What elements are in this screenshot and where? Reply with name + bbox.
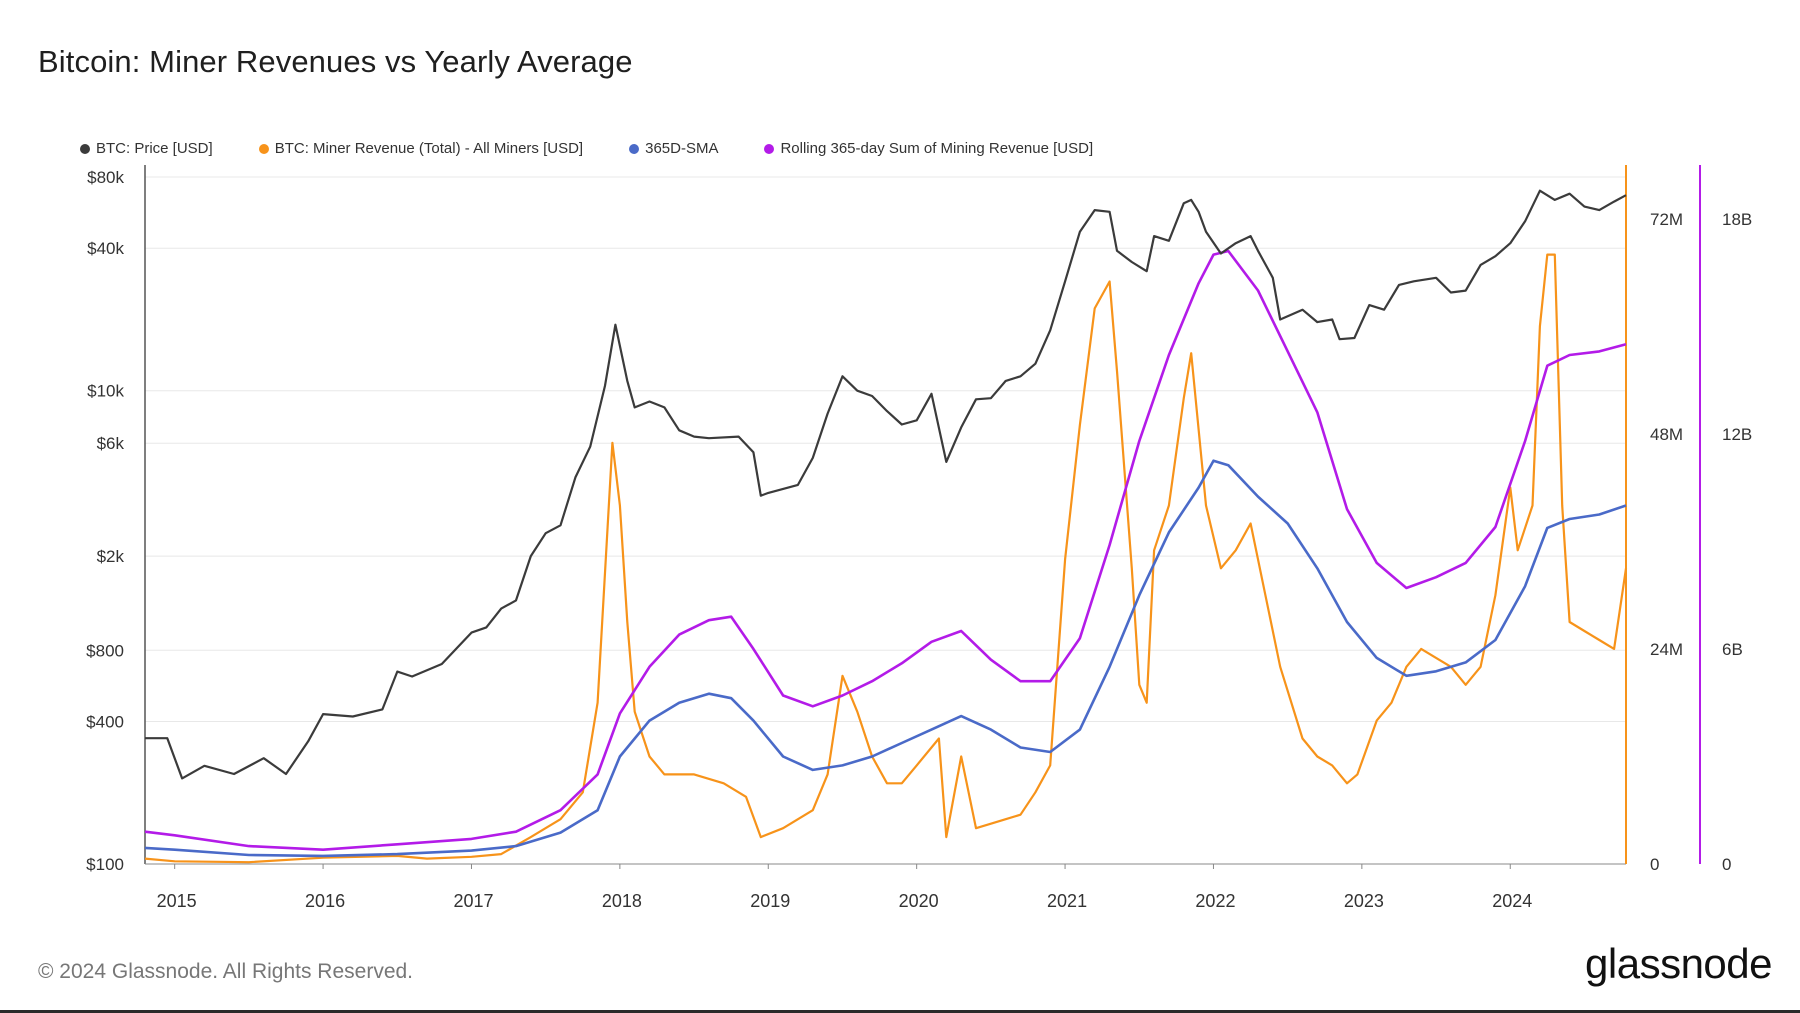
chart-title: Bitcoin: Miner Revenues vs Yearly Averag… — [38, 44, 633, 79]
brand-logo: glassnode — [1585, 940, 1772, 987]
x-tick-label: 2018 — [602, 891, 642, 911]
y-right2-tick-label: 12B — [1722, 425, 1752, 444]
y-left-tick-label: $40k — [87, 239, 124, 258]
y-right1-tick-label: 24M — [1650, 640, 1683, 659]
x-tick-label: 2021 — [1047, 891, 1087, 911]
x-tick-label: 2015 — [157, 891, 197, 911]
legend-label-revenue: BTC: Miner Revenue (Total) - All Miners … — [274, 140, 584, 157]
legend-label-rolling: Rolling 365-day Sum of Mining Revenue [U… — [780, 140, 1094, 157]
x-tick-label: 2024 — [1492, 891, 1532, 911]
y-left-tick-label: $400 — [86, 713, 124, 732]
y-right2-tick-label: 6B — [1722, 640, 1743, 659]
chart-legend: BTC: Price [USD] BTC: Miner Revenue (Tot… — [80, 140, 1093, 157]
y-right2-tick-label: 18B — [1722, 210, 1752, 229]
x-tick-label: 2023 — [1344, 891, 1384, 911]
copyright-footer: © 2024 Glassnode. All Rights Reserved. — [38, 960, 414, 983]
legend-dot-rolling — [764, 143, 775, 154]
y-left-tick-label: $100 — [86, 855, 124, 874]
y-left-tick-label: $2k — [97, 547, 125, 566]
legend-item-sma[interactable]: 365D-SMA — [629, 140, 718, 157]
legend-item-revenue[interactable]: BTC: Miner Revenue (Total) - All Miners … — [258, 140, 584, 157]
legend-dot-sma — [629, 143, 640, 154]
legend-label-sma: 365D-SMA — [645, 140, 719, 157]
y-right1-tick-label: 48M — [1650, 425, 1683, 444]
legend-item-rolling[interactable]: Rolling 365-day Sum of Mining Revenue [U… — [764, 140, 1093, 157]
sma-line — [144, 459, 1627, 858]
price-line — [145, 189, 1627, 780]
x-tick-label: 2022 — [1195, 891, 1235, 911]
x-tick-label: 2016 — [305, 891, 345, 911]
y-left-tick-label: $800 — [86, 641, 124, 660]
legend-dot-price — [80, 143, 90, 154]
x-tick-label: 2020 — [899, 891, 939, 911]
legend-dot-revenue — [258, 143, 269, 154]
rolling-sum-line — [144, 249, 1627, 851]
y-left-tick-label: $10k — [87, 382, 124, 401]
x-tick-label: 2017 — [453, 891, 493, 911]
y-left-tick-label: $6k — [97, 434, 125, 453]
x-tick-label: 2019 — [750, 891, 790, 911]
bottom-border — [0, 1010, 1800, 1013]
y-left-tick-label: $80k — [87, 168, 124, 187]
legend-item-price[interactable]: BTC: Price [USD] — [80, 140, 213, 157]
y-right1-tick-label: 72M — [1650, 210, 1683, 229]
y-right2-tick-label: 0 — [1722, 855, 1731, 874]
revenue-line — [144, 253, 1628, 864]
y-right1-tick-label: 0 — [1650, 855, 1659, 874]
legend-label-price: BTC: Price [USD] — [96, 140, 213, 157]
